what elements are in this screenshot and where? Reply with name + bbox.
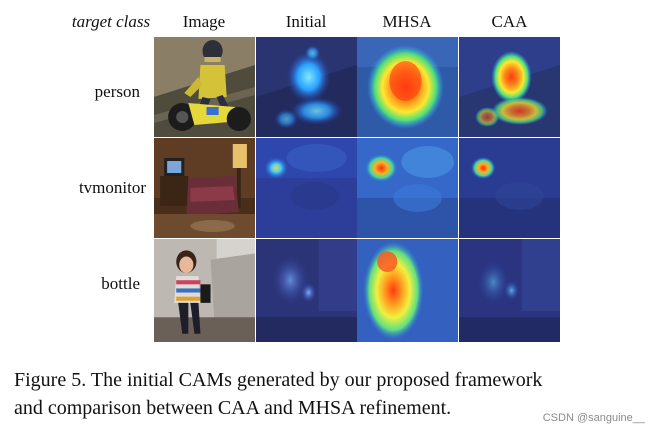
- photo-tvmonitor: [154, 138, 255, 238]
- header-initial: Initial: [285, 12, 327, 31]
- cam-caa-person: [459, 37, 560, 137]
- photo-person: [154, 37, 255, 137]
- cam-mhsa-tvmonitor: [357, 138, 458, 238]
- cam-mhsa-person: [357, 37, 458, 137]
- cam-caa-bottle: [459, 239, 560, 342]
- header-mhsa: MHSA: [382, 12, 432, 31]
- cam-initial-tvmonitor: [256, 138, 357, 238]
- cam-initial-person: [256, 37, 357, 137]
- header-image: Image: [182, 12, 226, 31]
- caption-line-2: and comparison between CAA and MHSA refi…: [14, 397, 452, 419]
- row-label-tvmonitor: tvmonitor: [78, 178, 146, 197]
- photo-bottle: [154, 239, 255, 342]
- watermark: CSDN @sanguine__: [542, 412, 645, 424]
- cam-initial-bottle: [256, 239, 357, 342]
- header-target-class: target class: [71, 12, 151, 31]
- header-caa: CAA: [491, 12, 528, 31]
- row-label-bottle: bottle: [101, 274, 140, 293]
- row-label-person: person: [94, 82, 140, 101]
- figure-caption: Figure 5. The initial CAMs generated by …: [14, 366, 646, 422]
- cam-caa-tvmonitor: [459, 138, 560, 238]
- cam-mhsa-bottle: [357, 239, 458, 342]
- caption-line-1: Figure 5. The initial CAMs generated by …: [14, 369, 543, 391]
- figure-image-grid: [154, 37, 560, 342]
